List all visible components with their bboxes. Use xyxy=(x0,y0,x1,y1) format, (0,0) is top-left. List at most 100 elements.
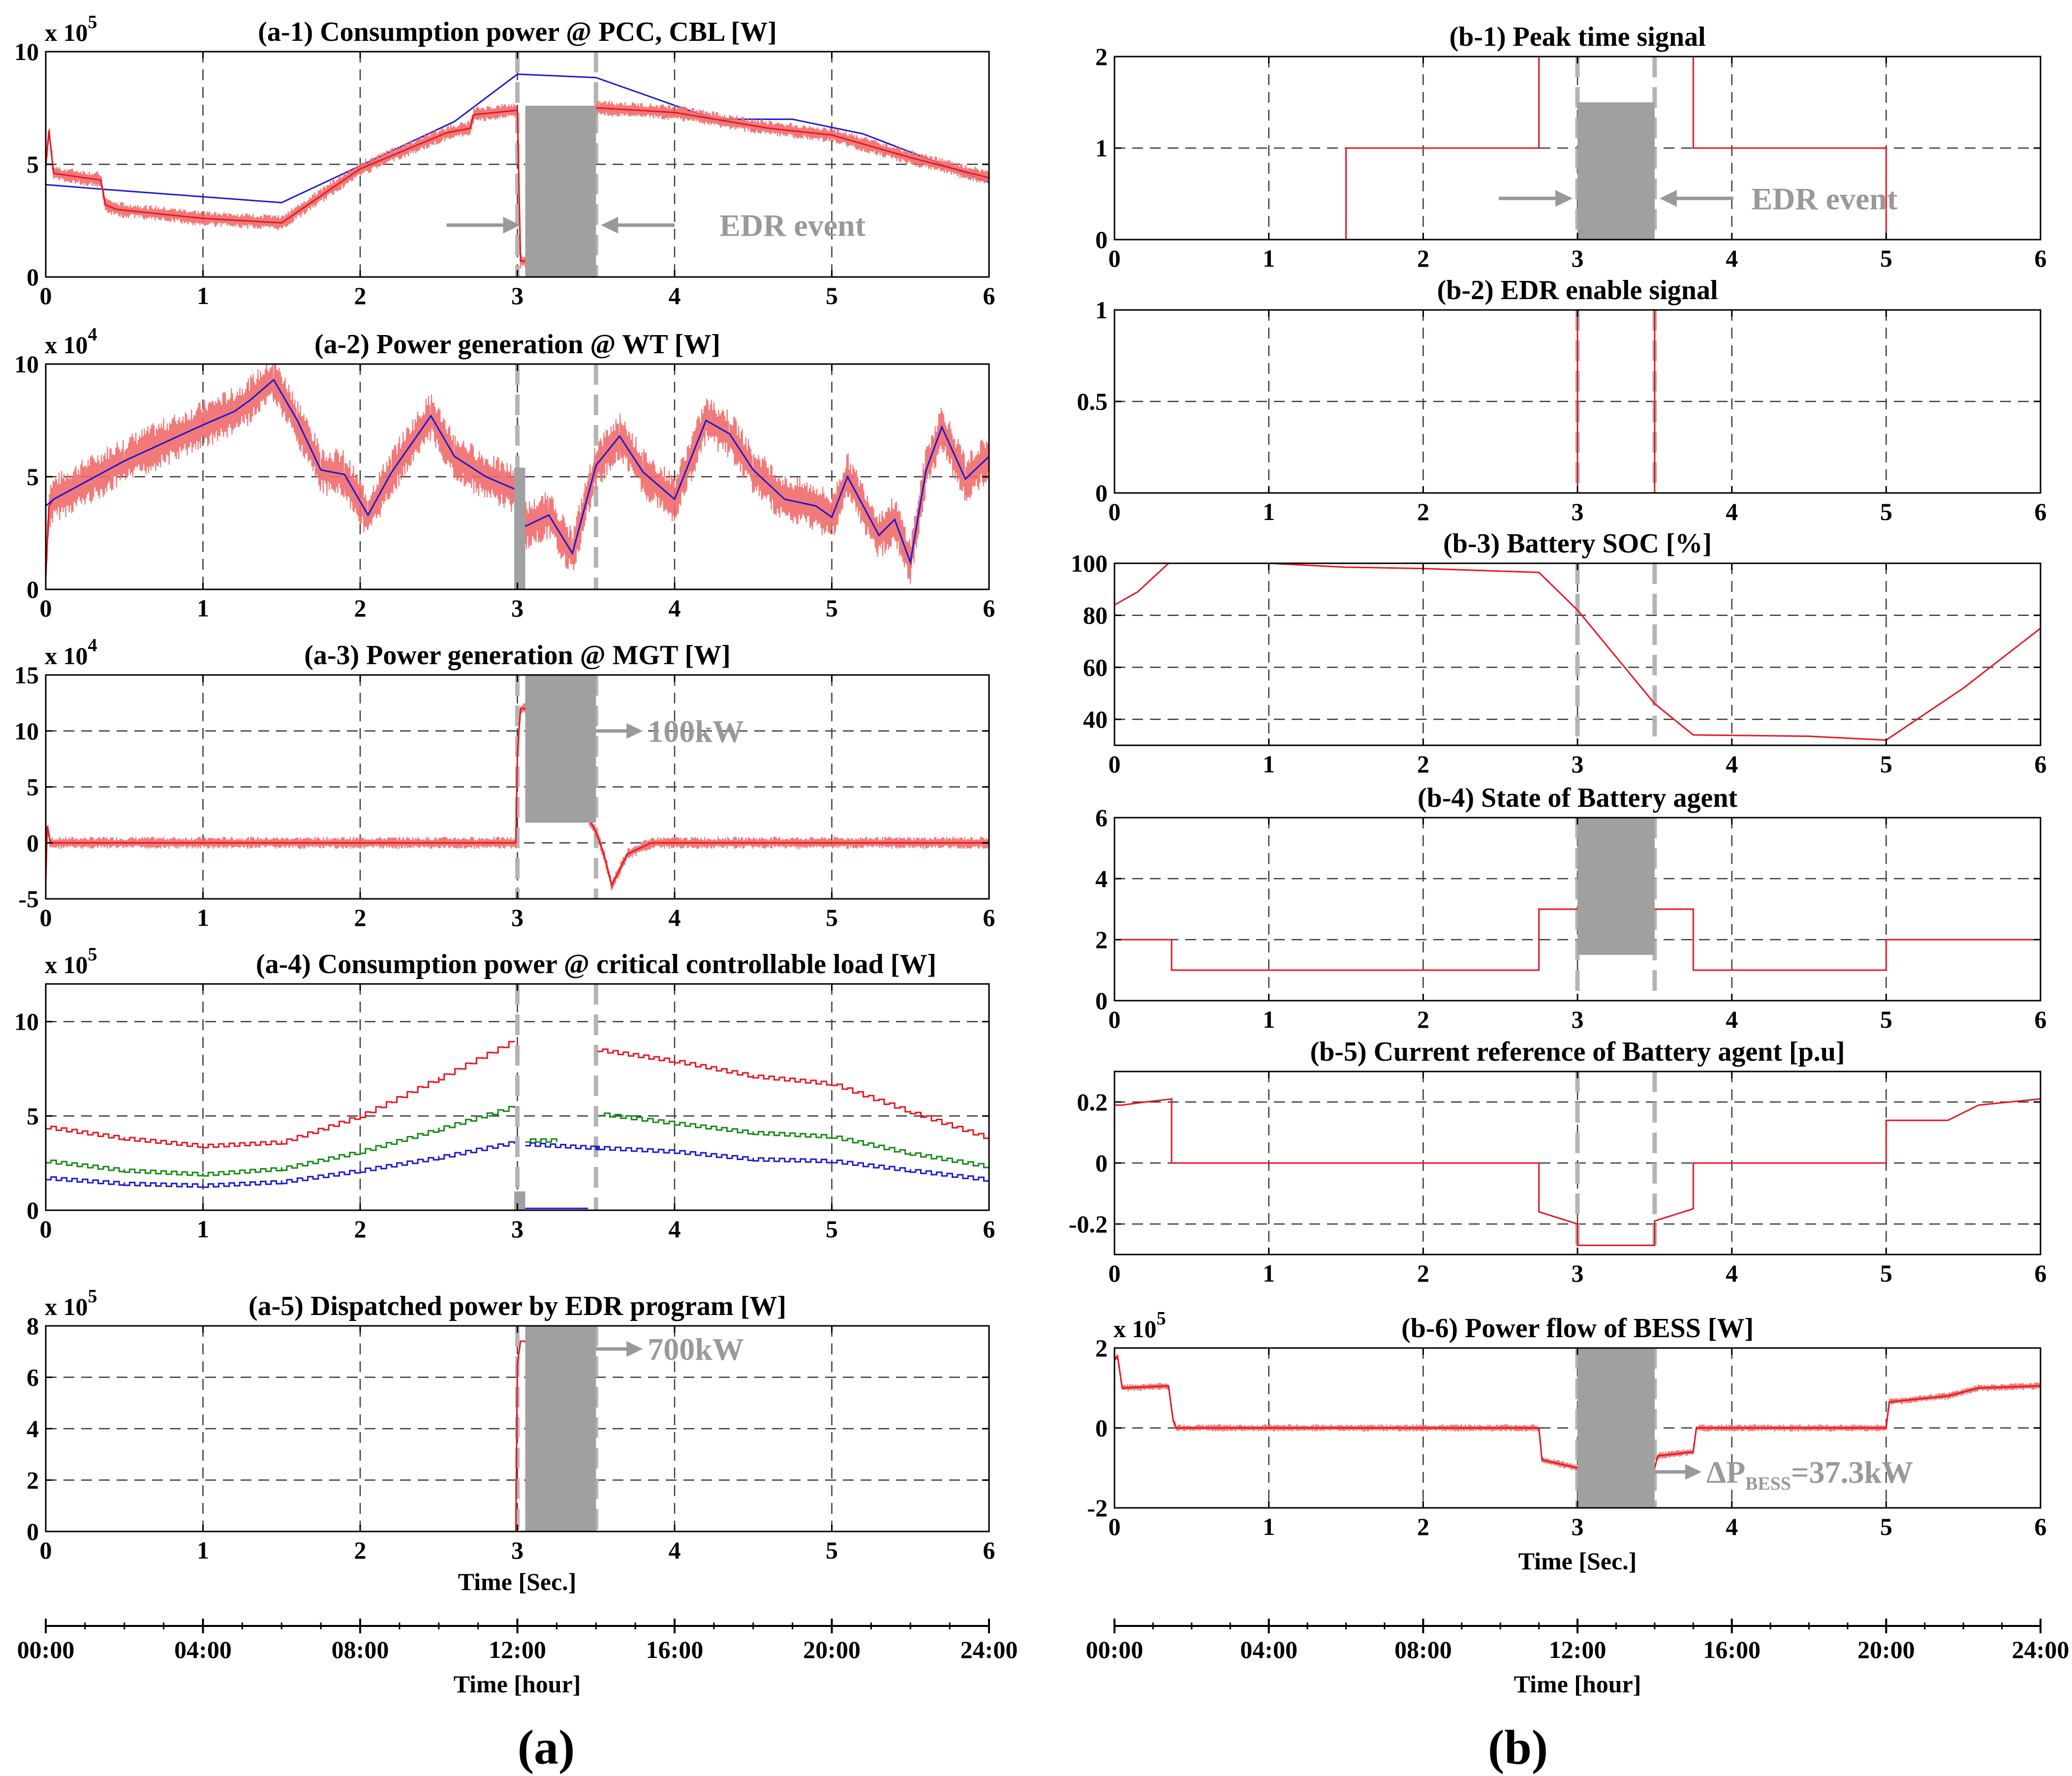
hour-tick-label: 24:00 xyxy=(2012,1636,2070,1663)
x-tick-label: 3 xyxy=(1572,1259,1584,1287)
x-tick-label: 5 xyxy=(1880,498,1892,525)
x-tick-label: 4 xyxy=(669,282,681,309)
chart-a4: 0 1 2 3 4 5 6 0 5 10 (a-4) Consumption power @ cri… xyxy=(14,944,995,1243)
y-tick-label: 0 xyxy=(27,829,39,857)
hour-tick-label: 08:00 xyxy=(332,1636,389,1663)
x-tick-label: 6 xyxy=(983,282,995,309)
x-tick-label: 5 xyxy=(1880,1259,1892,1287)
hour-axis-label-a: Time [hour] xyxy=(454,1670,581,1698)
time-axis-label-b: Time [Sec.] xyxy=(1518,1547,1637,1575)
annotation-a3: 100kW xyxy=(596,714,744,749)
edr-shaded-box xyxy=(525,105,596,277)
x-tick-label: 5 xyxy=(1880,1006,1892,1033)
hour-axis-label-b: Time [hour] xyxy=(1514,1670,1641,1698)
value-arrowhead xyxy=(626,723,643,739)
chart-title-a4: (a-4) Consumption power @ critical contr… xyxy=(256,949,936,980)
series-group-a3 xyxy=(46,703,989,890)
x-tick-label: 5 xyxy=(826,594,838,622)
x-tick-label: 3 xyxy=(1572,498,1584,525)
value-arrowhead xyxy=(1685,1464,1701,1480)
chart-title-b6: (b-6) Power flow of BESS [W] xyxy=(1401,1313,1754,1344)
hour-tick-label: 16:00 xyxy=(1703,1636,1761,1663)
y-tick-label: 5 xyxy=(27,1102,39,1130)
x-tick-label: 0 xyxy=(40,1536,52,1564)
time-axis-label-a: Time [Sec.] xyxy=(458,1568,577,1595)
x-tick-label: 4 xyxy=(1726,750,1738,778)
y-tick-label: 2 xyxy=(1095,43,1108,70)
x-tick-label: 5 xyxy=(826,904,838,931)
series-b3-0 xyxy=(1114,563,2041,741)
chart-b3: 0 1 2 3 4 5 6 40 60 80 100 (b-3) Battery SOC [%] xyxy=(1071,528,2047,778)
x-tick-label: 4 xyxy=(1726,1513,1738,1540)
chart-title-a3: (a-3) Power generation @ MGT [W] xyxy=(304,640,731,671)
x-tick-label: 1 xyxy=(197,1536,209,1564)
event-arrowhead-left xyxy=(503,216,521,234)
y-tick-label: 10 xyxy=(14,38,39,65)
x-tick-label: 6 xyxy=(2035,245,2047,272)
x-tick-label: 0 xyxy=(40,594,52,622)
y-tick-label: 5 xyxy=(27,151,39,178)
value-label: 100kW xyxy=(648,714,744,749)
chart-title-b1: (b-1) Peak time signal xyxy=(1449,22,1705,52)
y-tick-label: 0 xyxy=(27,1518,39,1545)
x-tick-label: 2 xyxy=(1417,1006,1429,1033)
x-tick-label: 4 xyxy=(669,594,681,622)
x-tick-label: 4 xyxy=(669,1536,681,1564)
chart-b2: 0 1 2 3 4 5 6 0 0.5 1 (b-2) EDR enable signal xyxy=(1077,275,2047,525)
x-tick-label: 0 xyxy=(40,282,52,309)
hour-tick-label: 12:00 xyxy=(1549,1636,1607,1663)
x-tick-label: 0 xyxy=(40,1215,52,1243)
chart-a5: 0 1 2 3 4 5 6 0 2 4 6 8 (a-5) Dispatched power by ED… xyxy=(27,1286,995,1564)
hour-tick-label: 20:00 xyxy=(803,1636,861,1663)
x-tick-label: 6 xyxy=(2035,1006,2047,1033)
series-a1-0 xyxy=(46,73,989,204)
x-tick-label: 3 xyxy=(511,1536,524,1564)
y-tick-label: 2 xyxy=(27,1467,39,1494)
x-tick-label: 1 xyxy=(1263,498,1275,525)
panel-label-b: (b) xyxy=(1488,1720,1548,1775)
value-label: 700kW xyxy=(648,1332,744,1367)
event-arrowhead-right xyxy=(601,216,619,234)
series-group-a4 xyxy=(46,1041,989,1209)
y-tick-label: 6 xyxy=(1095,804,1108,831)
x-tick-label: 3 xyxy=(1572,245,1584,272)
x-tick-label: 1 xyxy=(197,282,209,309)
series-group-b5 xyxy=(1114,1098,2041,1246)
y-tick-label: 80 xyxy=(1083,602,1108,629)
annotation-b6: ΔPBESS=37.3kW xyxy=(1654,1455,1913,1494)
y-tick-label: 100 xyxy=(1071,550,1108,577)
x-tick-label: 6 xyxy=(983,1215,995,1243)
y-tick-label: 0 xyxy=(27,1196,39,1224)
y-tick-label: 0 xyxy=(1095,1414,1108,1442)
y-tick-label: 5 xyxy=(27,773,39,801)
x-tick-label: 6 xyxy=(2035,498,2047,525)
x-tick-label: 1 xyxy=(1263,750,1275,778)
edr-shaded-box xyxy=(514,467,526,589)
x-tick-label: 0 xyxy=(40,904,52,931)
x-tick-label: 4 xyxy=(1726,498,1738,525)
x-tick-label: 3 xyxy=(511,282,524,309)
x-tick-label: 5 xyxy=(826,1536,838,1564)
hour-tick-label: 20:00 xyxy=(1857,1636,1915,1663)
x-tick-label: 5 xyxy=(826,1215,838,1243)
exponent-label-a5: x 105 xyxy=(45,1286,97,1320)
series-a4-0 xyxy=(46,1041,515,1149)
y-tick-label: 1 xyxy=(1095,296,1108,324)
exponent-label-b6: x 105 xyxy=(1113,1308,1166,1343)
y-tick-label: 2 xyxy=(1095,1334,1108,1362)
annotation-a5: 700kW xyxy=(596,1332,744,1367)
x-tick-label: 1 xyxy=(1263,1259,1275,1287)
y-tick-label: 4 xyxy=(1095,865,1108,892)
chart-b6: 0 1 2 3 4 5 6-202(b-6) Power flow of BESS [W]x… xyxy=(1087,1308,2046,1540)
x-tick-label: 4 xyxy=(1726,1006,1738,1033)
exponent-label-a1: x 105 xyxy=(45,12,97,46)
series-group-a1 xyxy=(46,73,989,269)
event-label: EDR event xyxy=(1751,181,1898,216)
x-tick-label: 6 xyxy=(983,594,995,622)
x-tick-label: 2 xyxy=(354,282,367,309)
y-tick-label: 60 xyxy=(1083,653,1108,681)
x-tick-label: 1 xyxy=(197,1215,209,1243)
chart-b5: 0 1 2 3 4 5 6-0.200.2(b-5) Current reference o… xyxy=(1069,1037,2047,1287)
